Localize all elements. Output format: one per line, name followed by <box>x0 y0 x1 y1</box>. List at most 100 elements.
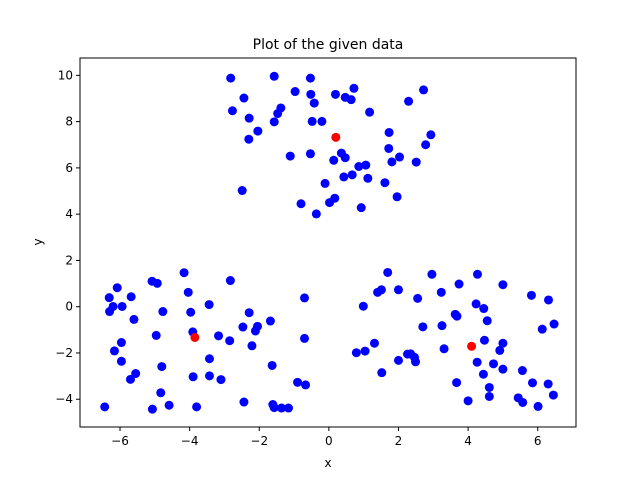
data-point <box>225 336 235 346</box>
data-point <box>549 319 559 329</box>
data-point <box>152 278 162 288</box>
data-point <box>427 269 437 279</box>
data-point <box>472 357 482 367</box>
x-tick-label: 2 <box>395 434 403 448</box>
x-tick-label: −4 <box>181 434 199 448</box>
plot-frame <box>79 57 577 428</box>
data-point <box>204 371 214 381</box>
data-point <box>192 402 202 412</box>
data-point <box>452 378 462 388</box>
data-point <box>129 314 139 324</box>
data-point <box>360 346 370 356</box>
data-point <box>104 293 114 303</box>
chart-title: Plot of the given data <box>253 37 404 53</box>
data-point <box>498 338 508 348</box>
data-point <box>269 403 279 413</box>
data-point <box>158 307 168 317</box>
data-point <box>293 377 303 387</box>
data-point <box>305 73 315 83</box>
data-point <box>369 338 379 348</box>
data-point <box>413 293 423 303</box>
data-point <box>239 93 249 103</box>
data-point <box>419 85 429 95</box>
data-point <box>404 96 414 106</box>
data-point <box>117 301 127 311</box>
data-point <box>439 344 449 354</box>
data-point <box>484 391 494 401</box>
data-point <box>354 162 364 172</box>
data-point <box>356 203 366 213</box>
data-point <box>383 267 393 277</box>
data-point <box>384 127 394 137</box>
data-point <box>214 331 224 341</box>
data-point <box>454 279 464 289</box>
data-point <box>358 301 368 311</box>
data-point <box>527 378 537 388</box>
data-point <box>116 338 126 348</box>
data-point <box>183 287 193 297</box>
x-axis-label: x <box>324 456 331 470</box>
data-point <box>330 89 340 99</box>
y-tick-label: 4 <box>65 207 73 221</box>
data-point <box>363 173 373 183</box>
data-point <box>426 130 436 140</box>
data-point <box>269 71 279 81</box>
data-point <box>301 380 311 390</box>
data-point <box>349 83 359 93</box>
data-point <box>151 330 161 340</box>
data-point <box>471 299 481 309</box>
data-point <box>267 360 277 370</box>
data-point <box>307 116 317 126</box>
data-point <box>300 333 310 343</box>
data-point <box>543 379 553 389</box>
data-point <box>290 87 300 97</box>
data-point <box>112 283 122 293</box>
data-point <box>237 186 247 196</box>
data-point <box>247 341 257 351</box>
data-point <box>204 300 214 310</box>
data-point <box>225 276 235 286</box>
data-point <box>437 321 447 331</box>
data-point <box>157 362 167 372</box>
data-point <box>387 157 397 167</box>
data-point <box>495 345 505 355</box>
data-point <box>347 170 357 180</box>
data-point <box>126 292 136 302</box>
data-point <box>472 269 482 279</box>
data-point <box>216 375 226 385</box>
data-point <box>365 107 375 117</box>
data-point <box>116 356 126 366</box>
data-point <box>244 134 254 144</box>
data-point <box>325 198 335 208</box>
data-point <box>517 366 527 376</box>
data-point <box>100 402 110 412</box>
y-tick-label: 2 <box>65 253 73 267</box>
data-point <box>411 357 421 367</box>
data-point <box>392 192 402 202</box>
data-point <box>253 126 263 136</box>
data-point <box>518 397 528 407</box>
data-point <box>463 396 473 406</box>
data-point <box>226 73 236 83</box>
data-point <box>467 341 477 351</box>
data-point <box>300 293 310 303</box>
x-tick-label: −6 <box>111 434 129 448</box>
data-point <box>376 285 386 295</box>
data-point <box>411 157 421 167</box>
data-point <box>186 307 196 317</box>
data-point <box>306 89 316 99</box>
data-point <box>377 368 387 378</box>
data-point <box>105 307 115 317</box>
y-tick-label: −4 <box>55 392 73 406</box>
y-tick-label: −2 <box>55 346 73 360</box>
data-point <box>395 152 405 162</box>
data-point <box>384 143 394 153</box>
y-axis-label: y <box>31 238 45 245</box>
data-point <box>239 397 249 407</box>
data-point <box>283 403 293 413</box>
data-points <box>100 71 559 414</box>
data-point <box>418 322 428 332</box>
data-point <box>544 295 554 305</box>
